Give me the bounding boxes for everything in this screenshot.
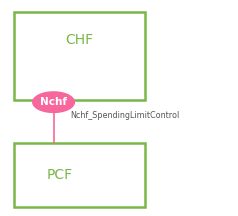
FancyBboxPatch shape — [14, 12, 145, 100]
Ellipse shape — [33, 92, 74, 112]
FancyBboxPatch shape — [14, 143, 145, 207]
Text: Nchf_SpendingLimitControl: Nchf_SpendingLimitControl — [70, 111, 179, 120]
Text: CHF: CHF — [66, 33, 94, 47]
Text: Nchf: Nchf — [40, 97, 67, 107]
Text: PCF: PCF — [47, 168, 73, 182]
